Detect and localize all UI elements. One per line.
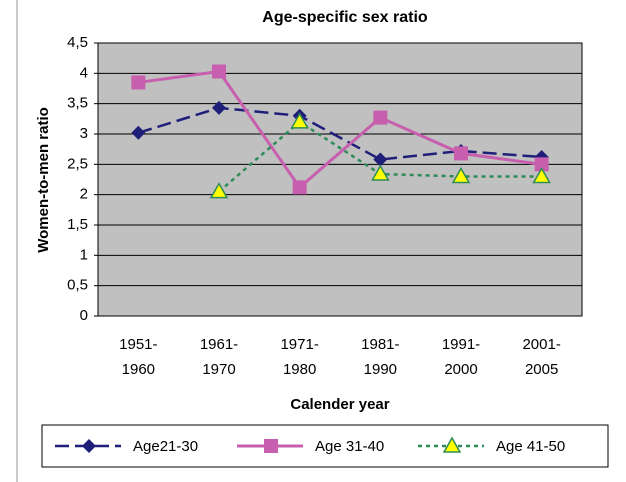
marker (534, 157, 549, 172)
y-tick-label: 1 (80, 246, 88, 263)
y-tick-label: 0,5 (67, 277, 88, 294)
x-tick-text: 1960 (122, 361, 155, 378)
marker (292, 180, 307, 195)
marker (209, 182, 229, 199)
x-tick-label: 2001- 2005 (522, 336, 560, 378)
marker (131, 125, 146, 140)
y-tick-label: 3 (80, 125, 88, 142)
x-tick-text: 1951- (119, 336, 157, 353)
x-tick-text: 1981- (361, 336, 399, 353)
x-tick-text: 1970 (202, 361, 235, 378)
legend (41, 424, 609, 468)
x-tick-label: 1971- 1980 (280, 336, 318, 378)
y-axis-label: Women-to-men ratio (35, 107, 52, 253)
marker (373, 110, 388, 125)
x-tick-text: 1961- (200, 336, 238, 353)
x-tick-text: 1991- (442, 336, 480, 353)
x-tick-text: 2001- (522, 336, 560, 353)
legend-label: Age 31-40 (315, 438, 384, 455)
legend-marker (82, 439, 96, 453)
x-axis-label: Calender year (290, 396, 389, 413)
legend-label: Age 41-50 (496, 438, 565, 455)
x-tick-text: 1980 (283, 361, 316, 378)
x-tick-label: 1981- 1990 (361, 336, 399, 378)
series-line (137, 106, 542, 161)
marker (371, 164, 390, 181)
x-tick-label: 1961- 1970 (200, 336, 238, 378)
series-line (138, 69, 542, 190)
marker (451, 166, 471, 184)
y-tick-label: 3,5 (67, 95, 88, 112)
marker (131, 75, 146, 90)
legend-marker (264, 439, 278, 453)
marker (454, 146, 468, 161)
x-tick-label: 1951- 1960 (119, 336, 157, 378)
x-tick-text: 2005 (525, 361, 558, 378)
chart-title: Age-specific sex ratio (262, 9, 428, 26)
marker (532, 166, 551, 184)
plot-area (97, 42, 583, 317)
marker (373, 152, 388, 167)
x-tick-text: 1971- (280, 336, 318, 353)
marker (290, 112, 309, 129)
y-tick-label: 1,5 (67, 216, 88, 233)
x-tick-text: 2000 (444, 361, 477, 378)
y-tick-label: 4,5 (67, 34, 88, 51)
legend-marker (442, 436, 462, 453)
y-tick-label: 4 (80, 64, 88, 81)
y-tick-label: 0 (80, 307, 88, 324)
x-tick-label: 1991- 2000 (442, 336, 480, 378)
marker (212, 64, 226, 79)
y-tick-label: 2 (80, 186, 88, 203)
x-tick-text: 1990 (364, 361, 397, 378)
y-tick-label: 2,5 (67, 155, 88, 172)
legend-label: Age21-30 (133, 438, 198, 455)
marker (212, 100, 226, 115)
